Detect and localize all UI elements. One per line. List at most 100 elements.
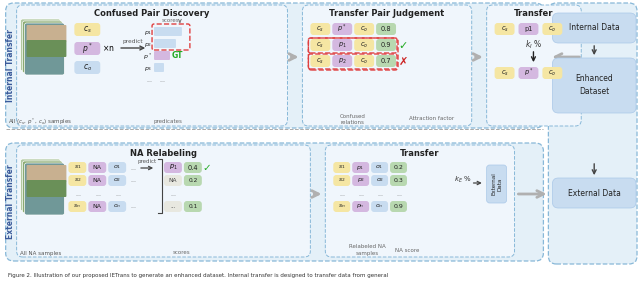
Text: $c_s$: $c_s$ [316,24,324,34]
FancyBboxPatch shape [22,21,63,73]
Text: ...: ... [130,166,136,171]
FancyBboxPatch shape [486,165,506,203]
Text: ...: ... [95,191,101,196]
FancyBboxPatch shape [6,3,543,128]
FancyBboxPatch shape [20,19,60,71]
Text: $c_s$: $c_s$ [316,40,324,50]
Text: $c_o$: $c_o$ [360,40,368,50]
FancyBboxPatch shape [74,42,100,55]
FancyBboxPatch shape [354,55,374,67]
FancyBboxPatch shape [352,201,369,212]
Text: Transfer Pair Judgement: Transfer Pair Judgement [330,10,445,19]
Text: ...: ... [170,191,176,196]
Text: $o_n$: $o_n$ [376,203,384,210]
FancyBboxPatch shape [154,63,164,72]
Text: ✓: ✓ [202,163,211,173]
Text: $c_o$: $c_o$ [360,24,368,34]
Text: NA: NA [93,178,102,183]
FancyBboxPatch shape [27,180,67,197]
Text: $c_s$: $c_s$ [316,56,324,65]
FancyBboxPatch shape [17,145,310,257]
Text: $p_1$: $p_1$ [356,164,365,171]
Text: $p_n$: $p_n$ [356,203,365,210]
Text: $p_1$: $p_1$ [144,29,152,37]
Text: relations: relations [340,119,364,124]
FancyBboxPatch shape [552,13,636,43]
Text: Internal Data: Internal Data [569,24,620,33]
FancyBboxPatch shape [354,23,374,35]
FancyBboxPatch shape [548,3,637,264]
Text: scores: scores [161,19,179,24]
Text: $s_2$: $s_2$ [338,176,346,184]
FancyBboxPatch shape [543,67,563,79]
Text: $p^*$: $p^*$ [143,52,152,62]
Text: $c_o$: $c_o$ [83,62,92,73]
Text: $c_s$: $c_s$ [83,24,92,35]
Text: GT: GT [172,51,184,60]
Text: $c_o$: $c_o$ [360,56,368,65]
Text: ✓: ✓ [398,41,408,51]
FancyBboxPatch shape [68,162,86,173]
Text: 0.3: 0.3 [394,178,403,183]
FancyBboxPatch shape [24,23,65,75]
FancyBboxPatch shape [310,23,330,35]
FancyBboxPatch shape [310,55,330,67]
FancyBboxPatch shape [352,162,369,173]
FancyBboxPatch shape [17,5,287,126]
Text: samples: samples [356,250,379,255]
FancyBboxPatch shape [88,175,106,186]
Text: $p_1$: $p_1$ [168,163,177,172]
Text: Attraction factor: Attraction factor [410,117,454,121]
Text: $s_2$: $s_2$ [74,176,81,184]
Text: ...: ... [170,204,176,209]
Text: ...: ... [115,191,121,196]
Text: 0.8: 0.8 [381,26,392,32]
Text: $k_E$ %: $k_E$ % [454,175,472,185]
Text: $p_2$: $p_2$ [144,41,152,49]
Text: $c_s$: $c_s$ [500,24,509,34]
FancyBboxPatch shape [376,39,396,51]
Text: NA: NA [93,204,102,209]
Text: ...: ... [159,78,165,83]
FancyBboxPatch shape [27,40,67,57]
FancyBboxPatch shape [27,165,67,182]
FancyBboxPatch shape [184,162,202,173]
Text: $o_1$: $o_1$ [113,164,122,171]
FancyBboxPatch shape [310,39,330,51]
Text: External
Data: External Data [491,173,502,195]
FancyBboxPatch shape [371,201,388,212]
Text: ...: ... [146,78,152,83]
FancyBboxPatch shape [108,201,126,212]
Text: Enhanced
Dataset: Enhanced Dataset [575,74,613,96]
FancyBboxPatch shape [332,39,352,51]
Text: NA: NA [93,165,102,170]
Text: ...: ... [130,178,136,183]
Text: NA Relabeling: NA Relabeling [130,149,197,158]
FancyBboxPatch shape [371,175,388,186]
FancyBboxPatch shape [88,201,106,212]
Text: 0.1: 0.1 [188,204,198,209]
FancyBboxPatch shape [6,143,543,261]
Text: ...: ... [76,191,81,196]
Text: $p_1$: $p_1$ [338,40,347,50]
Text: $p_2$: $p_2$ [338,56,347,65]
Text: $p_2$: $p_2$ [356,176,365,185]
FancyBboxPatch shape [108,162,126,173]
Text: $p^*$: $p^*$ [337,23,347,35]
FancyBboxPatch shape [332,55,352,67]
FancyBboxPatch shape [303,5,472,126]
Text: $k_I$ %: $k_I$ % [525,39,542,51]
FancyBboxPatch shape [184,201,202,212]
Text: $c_o$: $c_o$ [548,68,557,78]
Text: Internal Transfer: Internal Transfer [6,29,15,102]
Text: 0.9: 0.9 [381,42,391,48]
Text: $p_3$: $p_3$ [144,65,152,73]
FancyBboxPatch shape [333,162,350,173]
Text: predict: predict [138,160,157,164]
FancyBboxPatch shape [68,201,86,212]
FancyBboxPatch shape [184,175,202,186]
Text: $c_o$: $c_o$ [548,24,557,34]
Text: $p^*$: $p^*$ [82,41,93,56]
FancyBboxPatch shape [552,178,636,208]
FancyBboxPatch shape [495,23,515,35]
